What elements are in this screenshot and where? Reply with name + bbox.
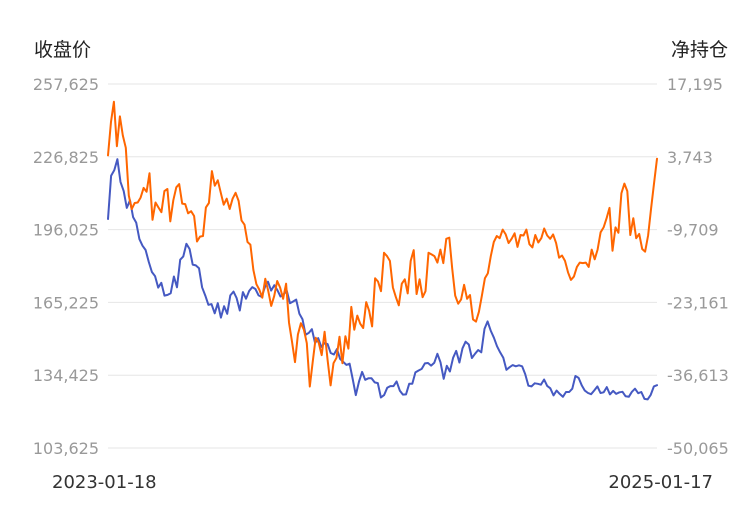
left-axis-title: 收盘价 — [34, 39, 91, 61]
right-tick-label: -36,613 — [667, 366, 729, 385]
right-tick-label: 3,743 — [667, 148, 713, 167]
left-tick-label: 226,825 — [33, 148, 99, 167]
left-tick-label: 134,425 — [33, 366, 99, 385]
right-tick-label: 17,195 — [667, 75, 723, 94]
left-tick-label: 196,025 — [33, 221, 99, 240]
net-position-line — [107, 100, 658, 388]
left-tick-label: 165,225 — [33, 293, 99, 312]
series-group — [107, 100, 658, 401]
right-tick-label: -23,161 — [667, 293, 729, 312]
x-end-date-label: 2025-01-17 — [608, 472, 713, 493]
right-tick-label: -50,065 — [667, 439, 729, 458]
right-axis-ticks: 17,195 3,743 -9,709 -23,161 -36,613 -50,065 — [667, 75, 729, 458]
close-price-line — [107, 158, 658, 401]
x-start-date-label: 2023-01-18 — [52, 472, 157, 493]
grid — [108, 83, 657, 449]
right-axis-title: 净持仓 — [671, 39, 728, 61]
right-tick-label: -9,709 — [667, 221, 719, 240]
left-tick-label: 257,625 — [33, 75, 99, 94]
left-tick-label: 103,625 — [33, 439, 99, 458]
left-axis-ticks: 257,625 226,825 196,025 165,225 134,425 103,6… — [33, 75, 99, 458]
